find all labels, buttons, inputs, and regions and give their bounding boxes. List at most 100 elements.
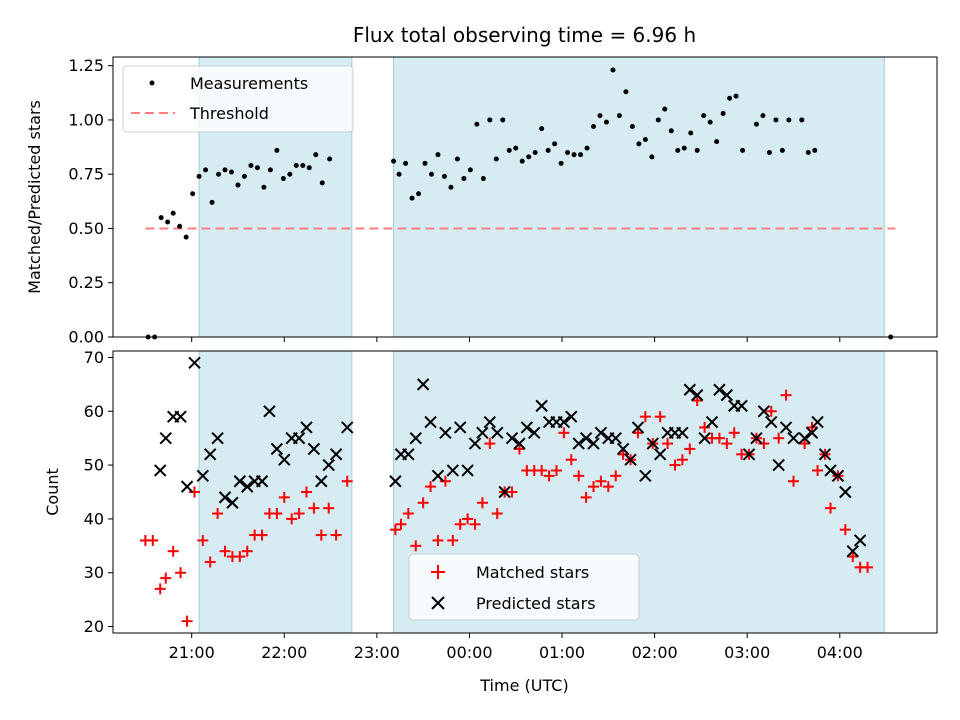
predicted-star-point (468, 437, 482, 450)
predicted-star-point (587, 437, 600, 450)
measurement-point (558, 160, 564, 166)
bottom-y-tick-label: 60 (84, 402, 104, 421)
predicted-star-point (174, 410, 187, 423)
matched-star-point (588, 481, 600, 493)
measurement-point (319, 180, 325, 186)
measurement-point (571, 152, 577, 158)
bottom-x-tick-label: 03:00 (724, 643, 770, 662)
measurement-point (261, 184, 267, 190)
predicted-star-point (154, 464, 167, 477)
predicted-star-point (389, 475, 402, 488)
bottom-x-tick-label: 04:00 (817, 643, 863, 662)
matched-star-point (839, 524, 851, 536)
measurement-point (545, 147, 551, 153)
bottom-x-tick-label: 01:00 (539, 643, 585, 662)
measurement-point (636, 141, 642, 147)
measurement-point (727, 95, 733, 101)
predicted-star-point (831, 469, 845, 483)
bottom-y-tick-label: 20 (84, 617, 104, 636)
predicted-star-point (322, 458, 335, 472)
predicted-star-point (439, 426, 452, 440)
measurement-point (597, 113, 603, 119)
predicted-star-point (811, 415, 824, 429)
measurement-point (241, 173, 247, 179)
x-axis-label: Time (UTC) (479, 676, 568, 695)
measurement-point (222, 167, 228, 173)
measurement-point (688, 130, 694, 136)
matched-star-point (684, 443, 696, 455)
matched-star-point (308, 502, 320, 514)
measurement-point (552, 141, 558, 147)
measurement-point (642, 136, 648, 142)
measurement-point (760, 113, 766, 119)
predicted-star-point (416, 378, 430, 391)
predicted-star-point (683, 383, 697, 396)
matched-star-point (219, 545, 231, 557)
predicted-star-point (446, 464, 459, 477)
bottom-y-tick-label: 40 (84, 509, 104, 528)
measurement-point (740, 147, 746, 153)
matched-star-point (293, 508, 305, 520)
matched-star-point (610, 470, 622, 482)
bottom-panel: 20 30 40 50 60 70 21:00 22:00 23:00 00:00 01:00 02… (43, 348, 938, 695)
measurement-point (409, 195, 415, 201)
matched-star-point (425, 481, 437, 493)
predicted-star-point (461, 464, 474, 477)
measurement-point (235, 182, 241, 188)
top-y-tick-label: 1.25 (68, 56, 104, 75)
predicted-star-point (765, 415, 778, 429)
bottom-x-ticks: 21:00 22:00 23:00 00:00 01:00 02:00 03:00 04:00 (169, 633, 863, 662)
matched-star-point (676, 454, 688, 466)
matched-star-point (862, 561, 874, 573)
measurement-point (403, 160, 409, 166)
predicted-star-point (218, 491, 232, 504)
matched-star-point (602, 481, 614, 493)
measurements-series (145, 67, 894, 340)
legend-measurements-label: Measurements (190, 74, 308, 93)
measurement-point (428, 171, 434, 177)
measurement-point (591, 123, 597, 129)
predicted-star-point (476, 426, 489, 440)
matched-star-point (565, 454, 577, 466)
bottom-y-ticks: 20 30 40 50 60 70 (84, 348, 113, 636)
matched-star-point (212, 508, 224, 520)
predicted-stars-series (154, 356, 867, 558)
measurement-point (280, 176, 286, 182)
measurement-point (733, 93, 739, 99)
matched-star-point (728, 427, 740, 439)
bottom-legend: Matched stars Predicted stars (408, 553, 640, 621)
matched-star-point (454, 518, 466, 530)
matched-star-point (699, 421, 711, 433)
measurement-point (474, 121, 480, 127)
top-y-ticks: 0.00 0.25 0.50 0.75 1.00 1.25 (68, 56, 113, 347)
measurement-point (493, 156, 499, 162)
matched-star-point (662, 438, 674, 450)
predicted-star-point (196, 469, 210, 483)
measurement-point (603, 119, 609, 125)
measurement-point (539, 126, 545, 132)
measurement-point (526, 154, 532, 160)
predicted-star-point (300, 421, 313, 434)
top-y-tick-label: 1.00 (68, 110, 104, 129)
measurement-point (519, 158, 525, 164)
matched-star-point (432, 534, 444, 546)
measurement-point (766, 150, 772, 156)
predicted-star-point (402, 448, 415, 461)
matched-star-point (847, 551, 859, 563)
predicted-star-point (735, 399, 748, 413)
measurement-point (435, 152, 441, 158)
predicted-star-point (483, 415, 497, 429)
matched-star-point (491, 508, 503, 520)
measurement-point (196, 173, 202, 179)
predicted-star-point (824, 464, 837, 477)
top-y-tick-label: 0.75 (68, 165, 104, 184)
predicted-star-point (676, 426, 689, 440)
predicted-star-point (270, 442, 284, 456)
bottom-y-axis-label: Count (43, 468, 62, 516)
matched-star-point (167, 545, 179, 557)
predicted-star-point (750, 431, 763, 445)
matched-star-point (780, 389, 792, 401)
measurement-point (313, 152, 319, 158)
legend-matched-marker (431, 565, 445, 579)
predicted-star-point (805, 426, 819, 440)
